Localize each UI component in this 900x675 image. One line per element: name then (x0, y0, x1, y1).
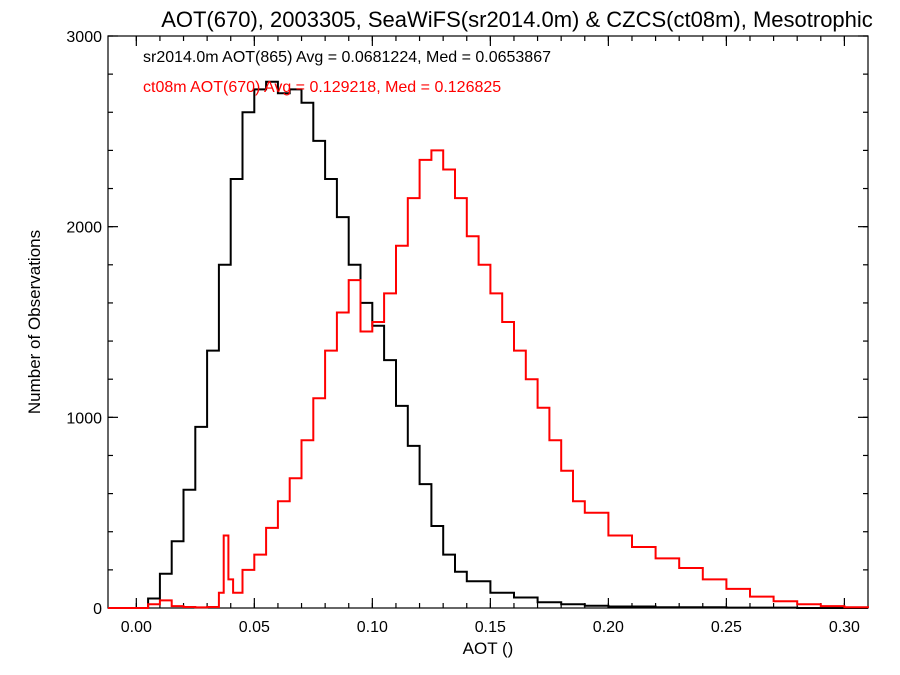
x-tick-label: 0.05 (239, 619, 270, 636)
y-axis-label: Number of Observations (25, 230, 44, 414)
x-tick-label: 0.00 (121, 619, 152, 636)
chart-title: AOT(670), 2003305, SeaWiFS(sr2014.0m) & … (161, 7, 873, 32)
series-group (108, 80, 869, 609)
y-tick-label: 1000 (66, 410, 102, 427)
series-line-black (108, 80, 868, 609)
x-tick-label: 0.25 (711, 619, 742, 636)
plot-area: 0.00 0.05 0.10 0.15 0.20 0.25 0.30 0 1000 2000 30… (66, 29, 869, 636)
y-tick-label: 3000 (66, 29, 102, 46)
legend-entry-black-series: sr2014.0m AOT(865) Avg = 0.0681224, Med … (143, 49, 551, 66)
legend-entry-red-series: ct08m AOT(670) Avg = 0.129218, Med = 0.1… (143, 79, 501, 96)
x-axis-label: AOT () (463, 639, 514, 658)
series-line-red (108, 149, 869, 609)
x-axis: 0.00 0.05 0.10 0.15 0.20 0.25 0.30 (121, 36, 860, 636)
plot-frame (107, 35, 869, 609)
y-tick-label: 0 (93, 601, 102, 618)
y-axis: 0 1000 2000 3000 (66, 29, 868, 618)
x-tick-label: 0.15 (475, 619, 506, 636)
x-tick-label: 0.20 (593, 619, 624, 636)
y-tick-label: 2000 (66, 220, 102, 237)
x-tick-label: 0.30 (829, 619, 860, 636)
x-tick-label: 0.10 (357, 619, 388, 636)
